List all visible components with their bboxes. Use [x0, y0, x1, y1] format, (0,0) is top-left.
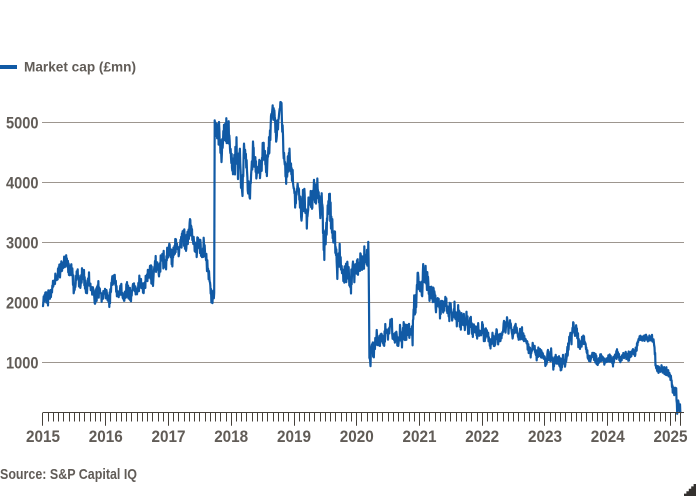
svg-text:2019: 2019: [277, 427, 311, 446]
svg-text:2017: 2017: [152, 427, 186, 446]
svg-text:2023: 2023: [528, 427, 562, 446]
svg-text:1000: 1000: [6, 353, 39, 372]
svg-text:2021: 2021: [403, 427, 437, 446]
svg-text:Source: S&P Capital IQ: Source: S&P Capital IQ: [0, 466, 137, 483]
svg-text:2000: 2000: [6, 293, 39, 312]
svg-text:2016: 2016: [89, 427, 123, 446]
svg-text:2018: 2018: [214, 427, 248, 446]
svg-text:2025: 2025: [654, 427, 688, 446]
svg-text:2015: 2015: [26, 427, 60, 446]
svg-text:Market cap (£mn): Market cap (£mn): [24, 59, 136, 75]
svg-text:5000: 5000: [6, 113, 39, 132]
svg-text:2020: 2020: [340, 427, 374, 446]
svg-text:2022: 2022: [465, 427, 499, 446]
svg-text:3000: 3000: [6, 233, 39, 252]
svg-text:2024: 2024: [591, 427, 625, 446]
svg-text:4000: 4000: [6, 173, 39, 192]
